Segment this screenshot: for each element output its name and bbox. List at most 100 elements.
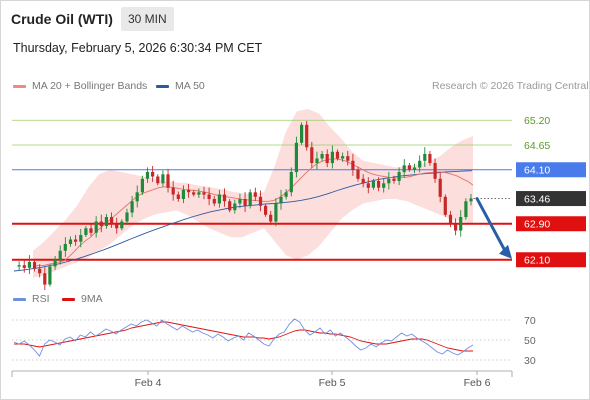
candle-body: [48, 266, 52, 285]
candle-body: [161, 174, 165, 184]
candle: [99, 214, 103, 233]
candle-body: [412, 167, 417, 170]
candle-body: [330, 151, 334, 164]
legend-rsi: RSI: [13, 293, 50, 305]
legend-swatch-ma20: [13, 84, 26, 88]
candle: [459, 210, 463, 237]
candle: [469, 193, 473, 206]
candle-body: [79, 235, 83, 242]
candle: [264, 203, 268, 217]
candle-body: [238, 199, 242, 204]
candle-body: [294, 142, 298, 173]
candle: [248, 189, 252, 209]
candle: [438, 172, 442, 203]
candle-body: [274, 203, 278, 222]
candle-body: [392, 178, 396, 181]
forecast-arrow: [475, 197, 512, 259]
candle: [79, 228, 83, 248]
candle: [176, 191, 180, 202]
forecast-arrow-shaft: [475, 197, 507, 253]
candle-body: [433, 163, 437, 179]
candle: [407, 163, 411, 172]
candle-body: [443, 196, 447, 215]
candle-body: [145, 172, 150, 179]
candle: [335, 149, 340, 161]
candle: [320, 150, 324, 162]
candle: [130, 195, 134, 218]
candle-body: [89, 228, 93, 233]
legend-label-ma20: MA 20 + Bollinger Bands: [32, 80, 148, 92]
candle-body: [17, 265, 21, 267]
candle: [387, 171, 391, 190]
candle: [330, 145, 334, 169]
candle-body: [171, 187, 175, 195]
candle: [32, 258, 37, 272]
candle: [258, 190, 263, 212]
candle: [423, 147, 427, 167]
candle-body: [222, 194, 227, 202]
candle: [366, 177, 370, 194]
level-tag-label: 62.90: [524, 219, 550, 231]
candle-body: [43, 273, 47, 285]
candle: [125, 208, 129, 225]
candle-body: [192, 192, 196, 195]
candle-body: [202, 192, 206, 195]
candle-body: [243, 199, 247, 206]
candle: [341, 152, 345, 162]
candle: [346, 150, 350, 166]
timeframe-badge[interactable]: 30 MIN: [121, 7, 174, 31]
candle: [145, 167, 150, 183]
candle-body: [469, 198, 473, 202]
candle: [217, 189, 221, 208]
candle-body: [140, 178, 144, 193]
candle: [207, 187, 211, 206]
level-tag-65.20: 65.20: [524, 115, 550, 127]
candle-body: [253, 192, 257, 197]
candle: [279, 189, 283, 210]
candle-body: [320, 154, 324, 159]
candle-body: [151, 172, 155, 177]
candle: [110, 212, 114, 228]
candle: [192, 190, 196, 197]
candle-body: [176, 194, 180, 199]
candle: [351, 153, 355, 176]
candle-body: [438, 178, 442, 197]
candle: [222, 188, 227, 207]
rsi-tick-label: 50: [524, 335, 536, 347]
time-axis-label: Feb 4: [135, 377, 162, 389]
candle-body: [346, 156, 350, 161]
candle-body: [115, 223, 119, 229]
candle-body: [279, 196, 283, 204]
candle: [294, 136, 298, 178]
candle-body: [94, 221, 98, 233]
legend-label-rsi: RSI: [32, 293, 50, 305]
candle: [371, 178, 375, 190]
candle-body: [464, 201, 468, 218]
instrument-title: Crude Oil (WTI): [11, 11, 113, 27]
level-tag-bg: [516, 216, 586, 232]
candle-body: [402, 165, 406, 173]
candle-body: [264, 205, 268, 215]
candle: [325, 149, 329, 168]
candle: [377, 177, 381, 192]
candle-body: [366, 183, 370, 188]
candle-body: [207, 194, 211, 199]
candle: [243, 192, 247, 212]
candle-body: [217, 194, 221, 204]
candle: [181, 185, 185, 204]
candle-body: [248, 192, 252, 206]
level-tag-64.10: 64.10: [516, 162, 586, 178]
candle-body: [448, 214, 453, 224]
candle: [448, 210, 453, 228]
candle: [151, 165, 155, 182]
candle: [115, 217, 119, 234]
level-tag-label: 65.20: [524, 115, 550, 127]
candle-body: [300, 124, 304, 143]
candle: [289, 167, 293, 197]
candle-body: [187, 190, 191, 193]
candle: [428, 150, 432, 166]
candle: [197, 188, 201, 198]
level-tag-62.10: 62.10: [516, 252, 586, 268]
candle-body: [351, 160, 355, 170]
candle: [397, 167, 401, 186]
